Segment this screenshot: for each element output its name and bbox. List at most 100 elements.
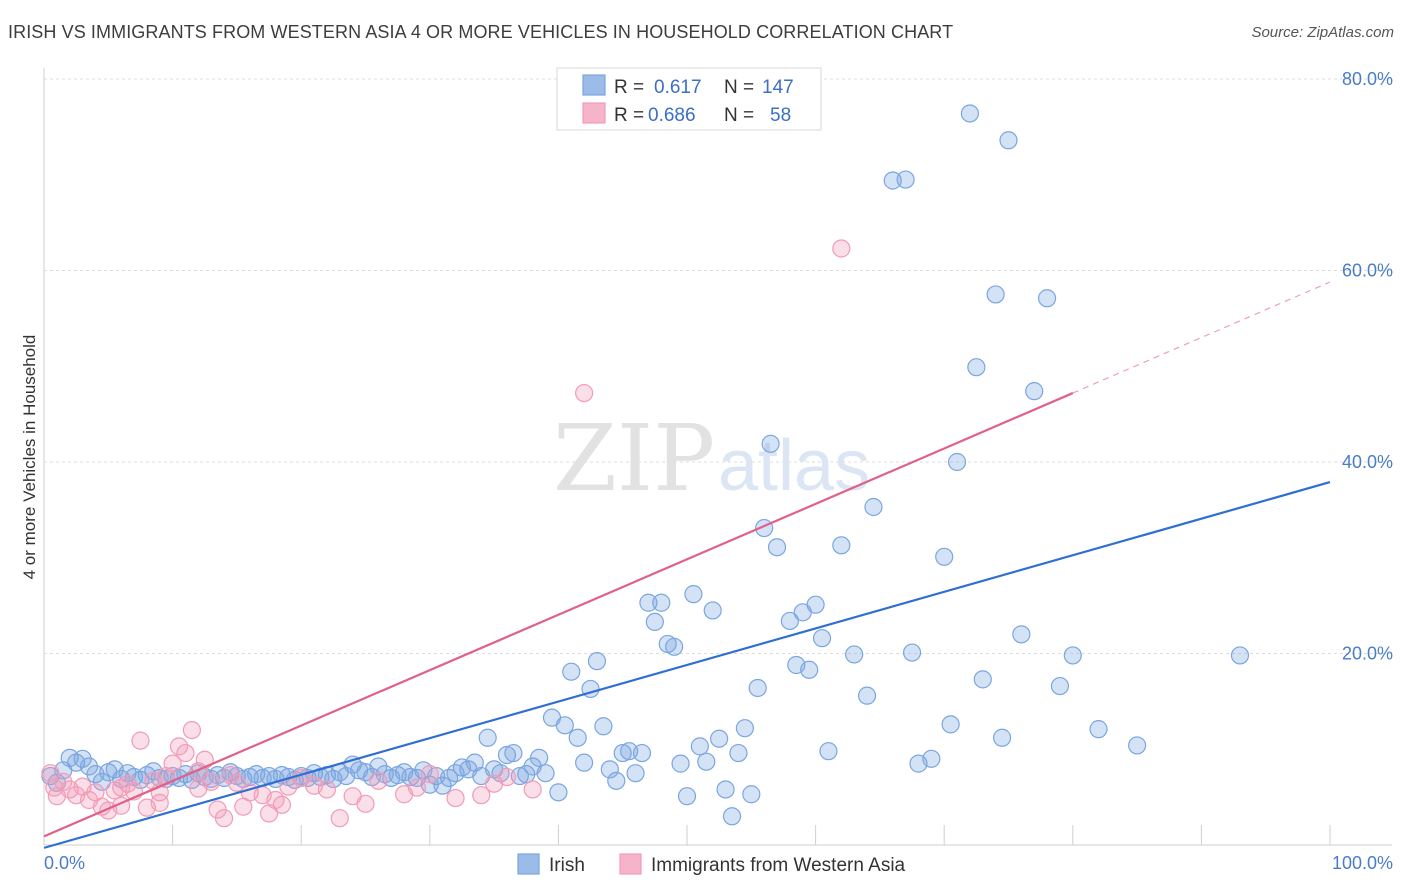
y-tick-label: 60.0% bbox=[1342, 261, 1393, 281]
irish-point bbox=[497, 745, 517, 765]
irish-point bbox=[941, 715, 960, 734]
irish-point bbox=[922, 749, 941, 768]
western-asia-point bbox=[575, 383, 594, 403]
irish-point bbox=[947, 452, 967, 472]
irish-point bbox=[1089, 720, 1108, 739]
irish-point bbox=[806, 595, 825, 614]
western-asia-point bbox=[227, 773, 246, 792]
western-asia-point bbox=[472, 786, 491, 805]
western-asia-point bbox=[420, 765, 439, 784]
irish-point bbox=[742, 785, 761, 804]
irish-point bbox=[530, 748, 549, 767]
irish-point bbox=[1127, 736, 1147, 755]
irish-point bbox=[767, 538, 787, 557]
irish-point bbox=[594, 717, 613, 736]
irish-point bbox=[716, 780, 735, 799]
western-asia-point bbox=[407, 778, 427, 797]
irish-point bbox=[960, 104, 980, 123]
legend-n-value-western-asia: 58 bbox=[770, 105, 791, 126]
irish-point bbox=[639, 593, 658, 612]
irish-point bbox=[632, 743, 652, 763]
irish-point bbox=[864, 497, 883, 517]
tick-labels: 20.0% 40.0% 60.0% 80.0% 0.0% 100.0% bbox=[44, 69, 1393, 873]
irish-point bbox=[819, 742, 838, 761]
x-tick-label-min: 0.0% bbox=[44, 853, 85, 873]
irish-point bbox=[845, 645, 864, 664]
legend-r-value-irish: 0.617 bbox=[654, 77, 702, 98]
irish-point bbox=[645, 612, 664, 632]
irish-point bbox=[896, 170, 915, 189]
western-asia-trend-extension bbox=[1072, 281, 1331, 394]
legend-swatch-western-asia bbox=[582, 102, 606, 124]
irish-point bbox=[973, 670, 992, 689]
chart-title: IRISH VS IMMIGRANTS FROM WESTERN ASIA 4 … bbox=[8, 22, 954, 42]
irish-point bbox=[710, 729, 729, 748]
irish-point bbox=[626, 764, 645, 783]
irish-point bbox=[665, 637, 684, 656]
legend: R = 0.617 N = 147 R = 0.686 N = 58 bbox=[556, 67, 822, 131]
western-asia-point bbox=[272, 795, 292, 814]
western-asia-point bbox=[169, 737, 189, 756]
irish-point bbox=[607, 771, 626, 790]
x-tick-label-max: 100.0% bbox=[1332, 853, 1393, 873]
western-asia-point bbox=[189, 779, 208, 798]
series-legend-western-asia: Immigrants from Western Asia bbox=[651, 855, 906, 876]
irish-point bbox=[986, 285, 1005, 304]
irish-point bbox=[600, 760, 619, 779]
legend-n-value-irish: 147 bbox=[762, 77, 794, 98]
series-legend-irish: Irish bbox=[549, 855, 585, 876]
irish-point bbox=[671, 754, 690, 773]
irish-point bbox=[587, 652, 607, 671]
series-legend-swatch-western-asia bbox=[619, 853, 642, 875]
irish-point bbox=[812, 629, 832, 648]
western-asia-point bbox=[523, 780, 542, 799]
series-legend-swatch-irish bbox=[517, 853, 540, 875]
irish-point bbox=[832, 536, 851, 555]
irish-point bbox=[883, 171, 902, 190]
irish-point bbox=[857, 686, 877, 705]
irish-point bbox=[748, 678, 767, 698]
western-asia-point bbox=[497, 767, 517, 787]
irish-point bbox=[510, 766, 529, 786]
series-legend: Irish Immigrants from Western Asia bbox=[517, 853, 906, 876]
irish-point bbox=[729, 743, 748, 763]
source-label: Source: ZipAtlas.com bbox=[1251, 24, 1394, 41]
western-asia-point bbox=[369, 771, 388, 790]
western-asia-point bbox=[131, 731, 150, 750]
irish-point bbox=[999, 131, 1018, 150]
irish-point bbox=[902, 643, 922, 662]
irish-point bbox=[1012, 625, 1031, 644]
irish-point bbox=[613, 743, 632, 763]
irish-point bbox=[478, 728, 497, 747]
irish-point bbox=[504, 743, 523, 763]
irish-point bbox=[677, 787, 697, 806]
irish-point bbox=[652, 593, 671, 612]
irish-trend-line bbox=[43, 481, 1331, 849]
irish-point bbox=[536, 764, 555, 783]
irish-point bbox=[992, 728, 1012, 747]
western-asia-trend-line bbox=[43, 392, 1074, 838]
legend-n-label: N = bbox=[724, 105, 754, 126]
western-asia-point bbox=[112, 778, 131, 797]
grid-lines bbox=[44, 78, 1392, 654]
irish-point bbox=[1025, 382, 1044, 401]
western-asia-point bbox=[330, 809, 349, 828]
watermark-zip: ZIP bbox=[553, 405, 715, 512]
irish-point bbox=[562, 662, 581, 681]
trend-lines bbox=[43, 281, 1331, 849]
irish-point bbox=[780, 611, 799, 631]
western-asia-point bbox=[150, 793, 169, 812]
irish-point bbox=[1050, 676, 1070, 696]
legend-r-label: R = bbox=[614, 77, 644, 98]
irish-point bbox=[761, 434, 780, 453]
y-tick-label: 40.0% bbox=[1342, 452, 1393, 472]
irish-point bbox=[92, 772, 111, 791]
irish-point bbox=[568, 728, 587, 747]
irish-point bbox=[575, 753, 594, 772]
irish-point bbox=[735, 719, 754, 738]
irish-point bbox=[697, 752, 716, 771]
western-asia-point bbox=[182, 720, 201, 740]
irish-point bbox=[935, 547, 954, 566]
legend-swatch-irish bbox=[582, 74, 606, 96]
